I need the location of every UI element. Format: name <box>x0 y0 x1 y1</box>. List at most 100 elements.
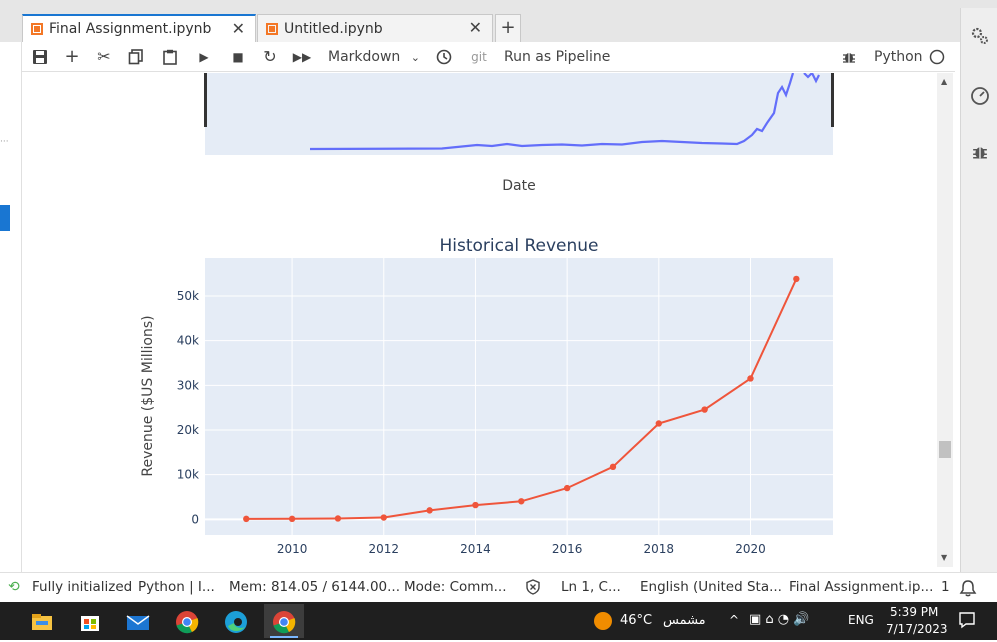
active-panel-indicator <box>0 205 10 231</box>
restart-button[interactable]: ↻ <box>263 47 277 66</box>
resource-usage-icon[interactable] <box>970 86 990 106</box>
bug-icon <box>843 53 855 63</box>
weather-text[interactable]: مشمس <box>663 613 706 628</box>
close-tab-icon[interactable]: ✕ <box>231 19 245 38</box>
y-tick-label: 40k <box>177 334 199 348</box>
revenue-points <box>243 275 800 523</box>
property-inspector-icon[interactable] <box>970 26 990 46</box>
revenue-point[interactable] <box>747 375 754 382</box>
chrome-active-icon[interactable] <box>264 604 304 638</box>
mail-icon[interactable] <box>118 606 158 638</box>
left-panel-handle[interactable]: ··· <box>0 137 9 147</box>
debugger-button[interactable] <box>840 46 858 68</box>
kernel-name[interactable]: Python <box>874 49 923 65</box>
notebook-icon <box>266 22 278 35</box>
tray-chevron-up-icon[interactable]: ^ <box>729 613 740 627</box>
memory-usage: Mem: 814.05 / 6144.00... <box>229 579 401 595</box>
x-tick-label: 2010 <box>277 542 308 556</box>
debugger-icon[interactable] <box>972 144 988 160</box>
x-tick-label: 2018 <box>644 542 675 556</box>
revenue-point[interactable] <box>793 275 800 283</box>
temperature[interactable]: 46°C <box>620 613 653 628</box>
range-slider-right-handle <box>831 73 834 127</box>
window-top-strip <box>0 0 997 8</box>
y-tick-labels: 0 10k 20k 30k 40k 50k <box>177 289 199 526</box>
vertical-scrollbar[interactable]: ▲ ▼ <box>937 73 953 567</box>
revenue-point[interactable] <box>243 515 250 523</box>
notebook-icon <box>31 23 43 35</box>
scroll-down-icon: ▼ <box>941 553 948 562</box>
y-tick-label: 30k <box>177 378 199 392</box>
chevron-down-icon: ⌄ <box>410 51 420 64</box>
cursor-position[interactable]: Ln 1, C... <box>561 579 621 595</box>
notification-center-icon[interactable] <box>958 611 976 632</box>
initialized-icon: ⟲ <box>8 579 20 595</box>
revenue-point[interactable] <box>472 501 479 509</box>
init-status[interactable]: Fully initialized <box>32 579 133 595</box>
stop-button[interactable]: ■ <box>232 50 244 64</box>
tab-label: Untitled.ipynb <box>284 20 383 37</box>
mode-indicator[interactable]: Mode: Comm... <box>404 579 507 595</box>
range-slider-left-handle <box>204 73 207 127</box>
run-all-button[interactable]: ▶▶ <box>292 50 312 64</box>
notification-count: 1 <box>941 579 950 595</box>
revenue-point[interactable] <box>655 420 663 427</box>
revenue-point[interactable] <box>701 406 708 413</box>
scrollbar-thumb[interactable] <box>939 441 951 458</box>
right-sidebar <box>960 8 997 572</box>
tab-final-assignment[interactable]: Final Assignment.ipynb ✕ <box>22 14 256 42</box>
save-button[interactable] <box>30 46 50 68</box>
store-icon[interactable] <box>70 606 110 638</box>
x-tick-label: 2012 <box>369 542 400 556</box>
revenue-point[interactable] <box>563 484 571 492</box>
close-tab-icon[interactable]: ✕ <box>468 18 482 37</box>
kernel-status[interactable]: Python | I... <box>138 579 215 595</box>
x-tick-labels: 2010 2012 2014 2016 2018 2020 <box>277 542 766 556</box>
scroll-up-icon: ▲ <box>941 77 948 86</box>
top-chart: Date <box>204 73 834 194</box>
run-button[interactable]: ▶ <box>199 50 209 64</box>
cut-button[interactable]: ✂ <box>97 47 111 66</box>
save-icon <box>33 50 47 64</box>
new-tab-button[interactable]: + <box>495 14 521 42</box>
cell-type-label: Markdown <box>328 49 401 65</box>
revenue-point[interactable] <box>380 514 387 521</box>
edge-icon[interactable] <box>216 606 256 638</box>
x-tick-label: 2020 <box>735 542 766 556</box>
tray-icons[interactable]: ▣ ⌂ ◔ 🔊 <box>749 612 810 627</box>
y-axis-label: Revenue ($US Millions) <box>140 315 156 476</box>
insert-cell-button[interactable]: + <box>64 46 80 67</box>
clock-date[interactable]: 7/17/2023 <box>886 622 948 636</box>
windows-taskbar: 46°C مشمس ^ ▣ ⌂ ◔ 🔊 ENG 5:39 PM 7/17/202… <box>0 602 997 640</box>
shield-x-icon[interactable] <box>525 579 541 599</box>
run-as-pipeline-button[interactable]: Run as Pipeline <box>504 49 611 65</box>
y-tick-label: 20k <box>177 423 199 437</box>
input-language[interactable]: ENG <box>848 613 874 627</box>
revenue-point[interactable] <box>426 507 433 514</box>
tab-label: Final Assignment.ipynb <box>49 21 212 37</box>
revenue-point[interactable] <box>518 498 525 505</box>
y-tick-label: 50k <box>177 289 199 303</box>
copy-button[interactable] <box>126 46 146 68</box>
x-tick-label: 2014 <box>460 542 491 556</box>
spellcheck-language[interactable]: English (United Sta... <box>640 579 782 595</box>
clock-time[interactable]: 5:39 PM <box>890 605 939 619</box>
bell-icon[interactable] <box>958 579 978 601</box>
kernel-status-icon <box>928 46 946 68</box>
revenue-point[interactable] <box>334 515 342 522</box>
git-button[interactable]: git <box>471 50 487 64</box>
clock-icon <box>436 49 452 65</box>
y-tick-label: 10k <box>177 468 199 482</box>
cell-type-dropdown[interactable]: Markdown ⌄ <box>328 46 424 68</box>
notebook-content[interactable]: Date Historical Revenue 0 10k 20k 30k 40k 50k… <box>22 73 937 567</box>
current-file[interactable]: Final Assignment.ip... <box>789 579 934 595</box>
paste-button[interactable] <box>160 46 180 68</box>
tab-untitled[interactable]: Untitled.ipynb ✕ <box>257 14 493 42</box>
chart-title: Historical Revenue <box>439 236 598 256</box>
chrome-icon[interactable] <box>167 606 207 638</box>
clock-button[interactable] <box>434 46 454 68</box>
revenue-point[interactable] <box>609 463 617 471</box>
revenue-point[interactable] <box>288 515 296 523</box>
file-explorer-icon[interactable] <box>22 606 62 638</box>
weather-sun-icon[interactable] <box>593 611 613 634</box>
